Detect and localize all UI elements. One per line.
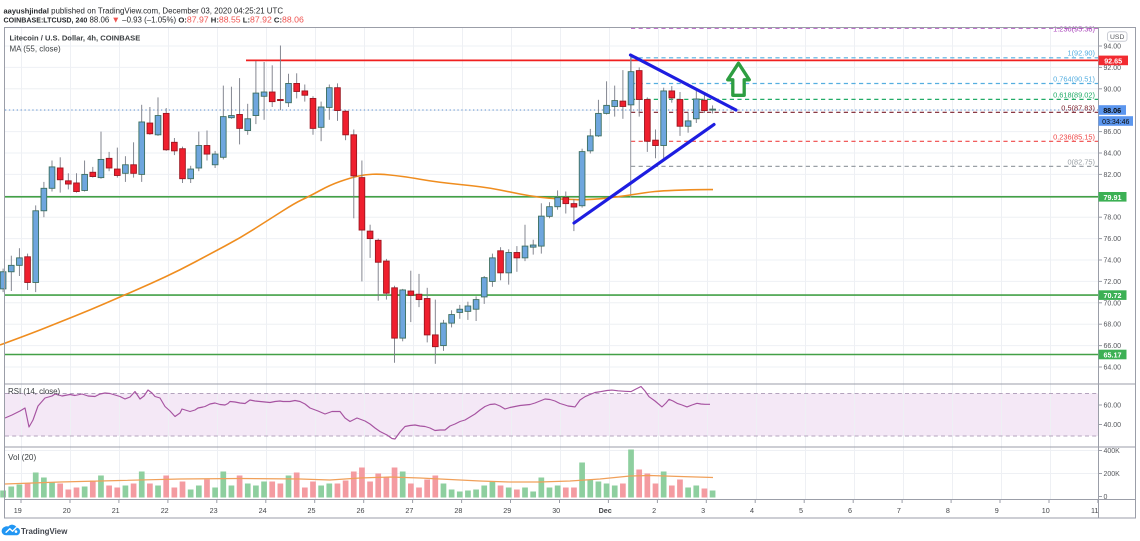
svg-text:10: 10	[1042, 506, 1050, 515]
svg-text:68.00: 68.00	[1104, 322, 1122, 329]
svg-text:70.72: 70.72	[1104, 291, 1122, 300]
svg-text:aayushjindal published on Trad: aayushjindal published on TradingView.co…	[4, 7, 284, 16]
svg-text:0.236(85.15): 0.236(85.15)	[1053, 132, 1095, 141]
svg-text:27: 27	[405, 506, 413, 515]
svg-text:0: 0	[1104, 494, 1108, 501]
svg-text:65.17: 65.17	[1104, 351, 1122, 360]
svg-text:23: 23	[210, 506, 218, 515]
svg-text:400K: 400K	[1104, 448, 1121, 455]
svg-text:66.00: 66.00	[1104, 343, 1122, 350]
svg-text:5: 5	[799, 506, 803, 515]
svg-text:2: 2	[652, 506, 656, 515]
svg-text:11: 11	[1091, 506, 1098, 515]
svg-text:88.06: 88.06	[1103, 106, 1121, 115]
svg-text:3: 3	[701, 506, 705, 515]
svg-text:MA (55, close): MA (55, close)	[10, 45, 61, 54]
svg-text:64.00: 64.00	[1104, 365, 1122, 372]
svg-text:1(92.90): 1(92.90)	[1067, 49, 1095, 58]
svg-text:8: 8	[946, 506, 950, 515]
svg-text:Litecoin / U.S. Dollar, 4h, CO: Litecoin / U.S. Dollar, 4h, COINBASE	[10, 33, 141, 42]
svg-text:Dec: Dec	[599, 506, 612, 515]
svg-text:200K: 200K	[1104, 471, 1121, 478]
svg-text:USD: USD	[1110, 34, 1124, 41]
svg-text:79.91: 79.91	[1104, 193, 1122, 202]
svg-text:40.00: 40.00	[1104, 422, 1122, 429]
svg-text:90.00: 90.00	[1104, 86, 1122, 93]
svg-text:70.00: 70.00	[1104, 300, 1122, 307]
svg-text:92.00: 92.00	[1104, 65, 1122, 72]
svg-text:78.00: 78.00	[1104, 215, 1122, 222]
svg-text:60.00: 60.00	[1104, 403, 1122, 410]
svg-text:9: 9	[995, 506, 999, 515]
svg-text:82.00: 82.00	[1104, 172, 1122, 179]
svg-text:4: 4	[750, 506, 754, 515]
svg-text:19: 19	[14, 506, 22, 515]
svg-text:RSI (14, close): RSI (14, close)	[8, 387, 61, 396]
svg-text:30: 30	[552, 506, 560, 515]
svg-text:25: 25	[308, 506, 316, 515]
svg-text:COINBASE:LTCUSD, 240 88.06 ▼ –: COINBASE:LTCUSD, 240 88.06 ▼ –0.93 (–1.0…	[4, 14, 304, 24]
svg-text:21: 21	[112, 506, 120, 515]
svg-text:28: 28	[454, 506, 462, 515]
svg-text:76.00: 76.00	[1104, 236, 1122, 243]
svg-text:1.236(95.38): 1.236(95.38)	[1053, 25, 1095, 34]
svg-text:TradingView: TradingView	[21, 527, 68, 536]
svg-text:26: 26	[357, 506, 365, 515]
svg-text:03:34:46: 03:34:46	[1102, 119, 1129, 126]
svg-text:0.5(87.83): 0.5(87.83)	[1061, 103, 1095, 112]
svg-text:0.618(89.02): 0.618(89.02)	[1053, 90, 1095, 99]
svg-text:0(82.75): 0(82.75)	[1067, 157, 1095, 166]
svg-text:74.00: 74.00	[1104, 258, 1122, 265]
svg-text:7: 7	[897, 506, 901, 515]
svg-text:24: 24	[259, 506, 267, 515]
svg-text:72.00: 72.00	[1104, 279, 1122, 286]
svg-text:22: 22	[161, 506, 169, 515]
svg-text:86.00: 86.00	[1104, 129, 1122, 136]
svg-text:20: 20	[63, 506, 71, 515]
svg-text:29: 29	[503, 506, 511, 515]
svg-text:84.00: 84.00	[1104, 151, 1122, 158]
svg-text:94.00: 94.00	[1104, 44, 1122, 51]
svg-text:6: 6	[848, 506, 852, 515]
svg-text:Vol (20): Vol (20)	[8, 453, 36, 462]
svg-text:0.764(90.51): 0.764(90.51)	[1053, 75, 1095, 84]
svg-text:92.65: 92.65	[1104, 57, 1122, 66]
